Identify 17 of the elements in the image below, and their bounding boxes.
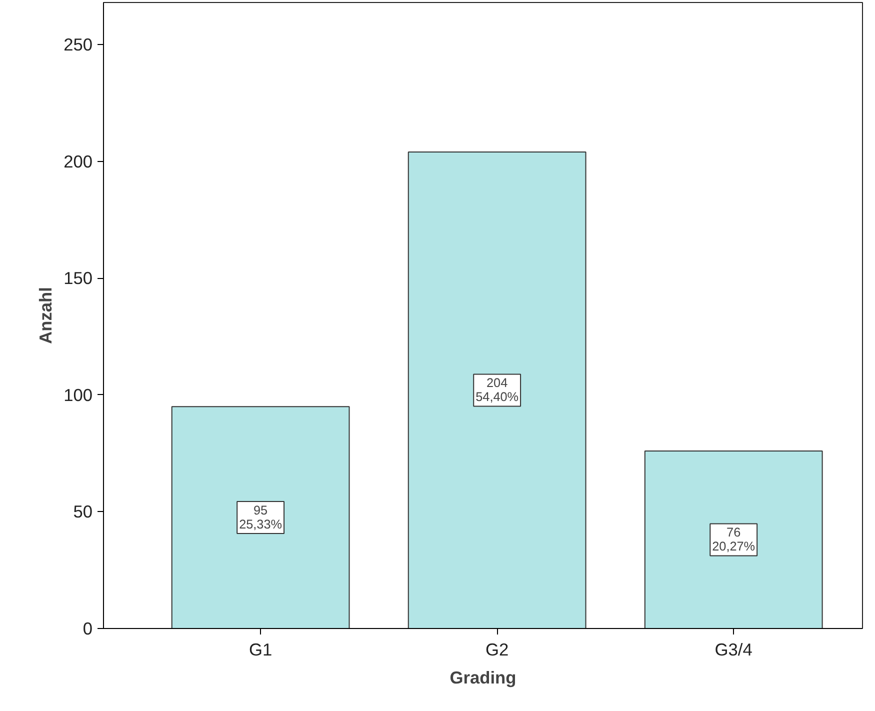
y-tick-label: 250 (64, 34, 93, 55)
data-label: 76 20,27% (712, 526, 756, 554)
bar (644, 450, 823, 628)
x-tick-label: G2 (486, 640, 509, 660)
data-label: 204 54,40% (476, 376, 519, 404)
x-axis-title: Grading (450, 668, 516, 688)
x-tick-label: G1 (248, 640, 272, 660)
bar (408, 151, 586, 628)
data-label: 95 25,33% (239, 504, 282, 532)
bar (171, 406, 350, 628)
y-tick-label: 100 (64, 384, 93, 405)
y-axis-title: Anzahl (36, 287, 56, 344)
y-tick-label: 200 (64, 151, 93, 172)
y-tick-label: 150 (64, 268, 93, 288)
x-tick-label: G3/4 (714, 640, 753, 660)
y-tick-label: 50 (73, 502, 93, 522)
y-tick-label: 0 (82, 618, 93, 638)
